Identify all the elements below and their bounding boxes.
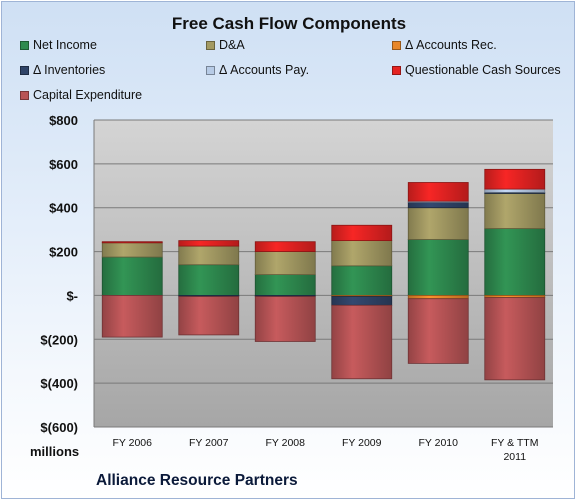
bar-segment [407, 295, 469, 300]
bar-segment [254, 274, 316, 296]
x-tick-label: FY 2010 [418, 437, 458, 449]
legend-label: Δ Accounts Pay. [219, 63, 310, 77]
legend-label: D&A [219, 38, 245, 52]
chart-title: Free Cash Flow Components [171, 14, 407, 33]
x-tick-label: FY & TTM 2011 [491, 437, 538, 463]
bar-segment [331, 240, 393, 267]
x-tick-label: FY 2007 [189, 437, 229, 449]
bar-segment [407, 298, 469, 364]
bar-segment [484, 168, 546, 190]
y-tick-label: $400 [49, 201, 78, 216]
legend-label: Δ Accounts Rec. [405, 38, 497, 52]
bar-segment [254, 241, 316, 252]
y-tick-label: $- [66, 288, 78, 303]
bar-segment [407, 207, 469, 240]
y-tick-label: $(600) [40, 420, 78, 435]
bar-segment [331, 224, 393, 242]
bar-segment [331, 304, 393, 380]
bar-segment [484, 297, 546, 381]
legend-swatch [20, 41, 29, 50]
legend-swatch [20, 66, 29, 75]
legend-label: Questionable Cash Sources [405, 63, 561, 77]
y-tick-label: $600 [49, 157, 78, 172]
bar-segment [331, 265, 393, 296]
x-tick-label: FY 2008 [265, 437, 305, 449]
bar-segment [407, 182, 469, 202]
bar-segment [101, 295, 163, 338]
y-tick-label: $(200) [40, 332, 78, 347]
x-tick-label: FY 2006 [112, 437, 152, 449]
legend-swatch [392, 41, 401, 50]
x-tick-label: FY 2009 [342, 437, 382, 449]
bar-segment [254, 296, 316, 342]
legend-swatch [20, 91, 29, 100]
y-tick-label: $200 [49, 245, 78, 260]
y-tick-label: $(400) [40, 376, 78, 391]
legend-swatch [206, 66, 215, 75]
legend-label: Δ Inventories [33, 63, 106, 77]
bar-segment [178, 296, 240, 336]
bar-segment [331, 296, 393, 306]
company-name: Alliance Resource Partners [96, 472, 298, 489]
bar-segment [407, 201, 469, 209]
bar-segment [101, 256, 163, 296]
plot-area [94, 120, 553, 427]
bar-segment [254, 251, 316, 275]
legend-swatch [392, 66, 401, 75]
legend-swatch [206, 41, 215, 50]
bar-segment [101, 241, 163, 244]
legend-label: Capital Expenditure [33, 88, 143, 102]
bar-segment [407, 239, 469, 296]
legend-label: Net Income [33, 38, 97, 52]
bar-segment [484, 228, 546, 296]
bar-segment [178, 264, 240, 296]
y-tick-label: $800 [49, 113, 78, 128]
bar-segment [101, 242, 163, 258]
bar-segment [178, 240, 240, 247]
bar-segment [484, 193, 546, 229]
bar-segment [484, 188, 546, 193]
y-unit-label: millions [30, 444, 80, 459]
bar-segment [178, 245, 240, 266]
